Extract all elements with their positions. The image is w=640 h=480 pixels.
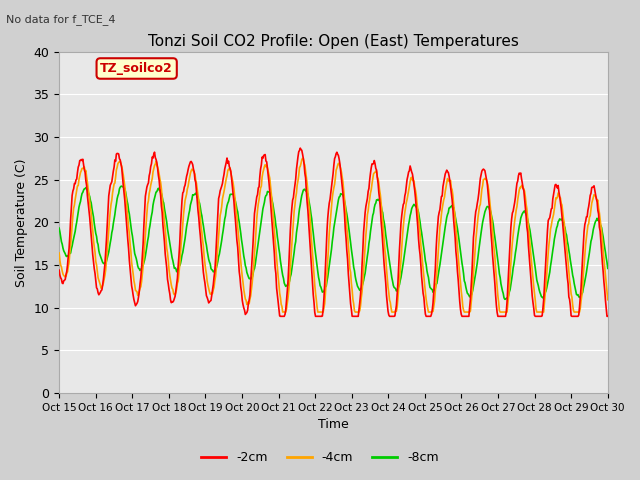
Text: TZ_soilco2: TZ_soilco2	[100, 62, 173, 75]
X-axis label: Time: Time	[318, 419, 349, 432]
Text: No data for f_TCE_4: No data for f_TCE_4	[6, 14, 116, 25]
Title: Tonzi Soil CO2 Profile: Open (East) Temperatures: Tonzi Soil CO2 Profile: Open (East) Temp…	[148, 34, 519, 49]
Y-axis label: Soil Temperature (C): Soil Temperature (C)	[15, 158, 28, 287]
Legend: -2cm, -4cm, -8cm: -2cm, -4cm, -8cm	[196, 446, 444, 469]
